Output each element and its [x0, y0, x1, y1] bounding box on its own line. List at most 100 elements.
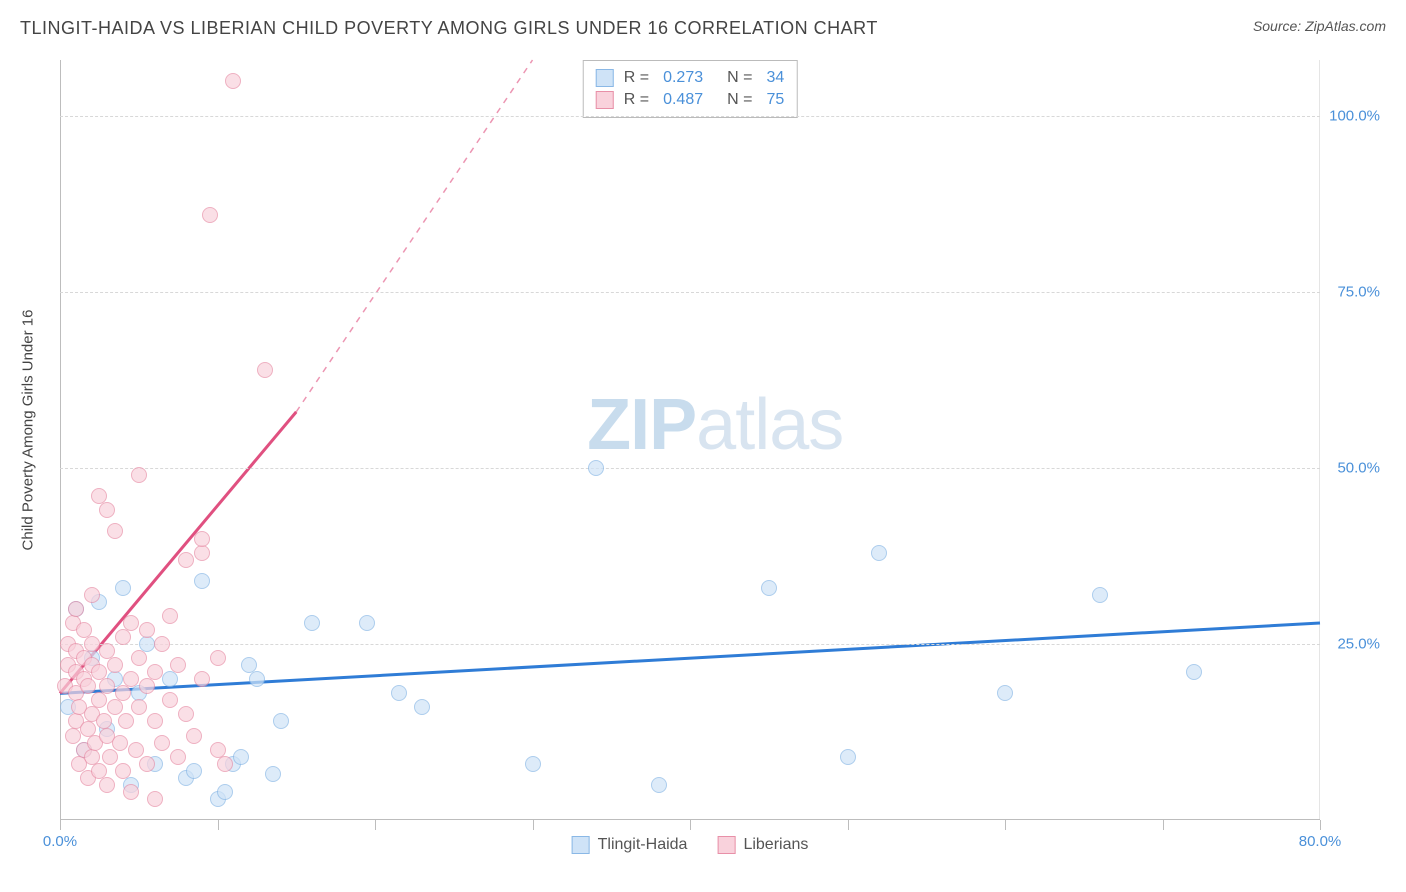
scatter-point	[217, 756, 233, 772]
scatter-point	[840, 749, 856, 765]
legend-row-tlingit: R = 0.273 N = 34	[596, 67, 785, 89]
r-value-liberian: 0.487	[663, 91, 703, 109]
gridline-h	[60, 468, 1320, 469]
r-value-tlingit: 0.273	[663, 69, 703, 87]
scatter-point	[131, 699, 147, 715]
scatter-point	[162, 692, 178, 708]
scatter-point	[84, 587, 100, 603]
scatter-point	[1186, 664, 1202, 680]
legend-row-liberian: R = 0.487 N = 75	[596, 89, 785, 111]
scatter-point	[115, 763, 131, 779]
scatter-point	[107, 523, 123, 539]
scatter-point	[115, 629, 131, 645]
scatter-point	[154, 735, 170, 751]
scatter-point	[99, 777, 115, 793]
scatter-point	[273, 713, 289, 729]
scatter-point	[359, 615, 375, 631]
swatch-liberian	[596, 91, 614, 109]
gridline-h	[60, 116, 1320, 117]
y-axis-right-line	[1319, 60, 1320, 820]
chart-container: TLINGIT-HAIDA VS LIBERIAN CHILD POVERTY …	[0, 0, 1406, 892]
swatch-tlingit-icon	[572, 836, 590, 854]
x-tick	[375, 820, 376, 830]
n-label: N =	[727, 69, 752, 87]
scatter-point	[1092, 587, 1108, 603]
scatter-point	[178, 552, 194, 568]
x-tick	[1320, 820, 1321, 830]
legend-series: Tlingit-Haida Liberians	[572, 836, 809, 854]
scatter-point	[391, 685, 407, 701]
scatter-point	[107, 657, 123, 673]
scatter-point	[588, 460, 604, 476]
legend-label-tlingit: Tlingit-Haida	[598, 836, 688, 854]
y-tick-label: 25.0%	[1337, 636, 1380, 653]
scatter-point	[304, 615, 320, 631]
scatter-point	[91, 692, 107, 708]
scatter-point	[68, 601, 84, 617]
gridline-h	[60, 292, 1320, 293]
scatter-point	[147, 791, 163, 807]
scatter-point	[115, 685, 131, 701]
n-value-tlingit: 34	[766, 69, 784, 87]
scatter-point	[162, 608, 178, 624]
x-tick-label: 80.0%	[1299, 833, 1342, 850]
scatter-point	[202, 207, 218, 223]
scatter-point	[186, 728, 202, 744]
watermark-rest: atlas	[696, 385, 843, 465]
scatter-point	[194, 671, 210, 687]
scatter-point	[139, 756, 155, 772]
legend-label-liberian: Liberians	[743, 836, 808, 854]
scatter-point	[65, 728, 81, 744]
scatter-point	[139, 622, 155, 638]
scatter-point	[249, 671, 265, 687]
trend-lines	[60, 60, 1320, 820]
scatter-point	[115, 580, 131, 596]
y-tick-label: 100.0%	[1329, 108, 1380, 125]
scatter-point	[123, 615, 139, 631]
gridline-h	[60, 644, 1320, 645]
x-tick	[1005, 820, 1006, 830]
scatter-point	[123, 671, 139, 687]
scatter-point	[128, 742, 144, 758]
scatter-point	[99, 502, 115, 518]
scatter-point	[761, 580, 777, 596]
scatter-point	[178, 706, 194, 722]
scatter-point	[147, 713, 163, 729]
scatter-point	[997, 685, 1013, 701]
scatter-point	[162, 671, 178, 687]
y-axis-label: Child Poverty Among Girls Under 16	[20, 310, 37, 551]
y-tick-label: 75.0%	[1337, 284, 1380, 301]
plot-area: ZIPatlas R = 0.273 N = 34 R = 0.487 N = …	[60, 60, 1320, 820]
legend-item-liberian: Liberians	[717, 836, 808, 854]
scatter-point	[194, 545, 210, 561]
r-label: R =	[624, 69, 649, 87]
scatter-point	[170, 657, 186, 673]
scatter-point	[257, 362, 273, 378]
scatter-point	[651, 777, 667, 793]
title-bar: TLINGIT-HAIDA VS LIBERIAN CHILD POVERTY …	[20, 18, 1386, 48]
scatter-point	[99, 678, 115, 694]
scatter-point	[186, 763, 202, 779]
chart-title: TLINGIT-HAIDA VS LIBERIAN CHILD POVERTY …	[20, 18, 1386, 39]
watermark: ZIPatlas	[587, 384, 843, 466]
y-tick-label: 50.0%	[1337, 460, 1380, 477]
scatter-point	[233, 749, 249, 765]
scatter-point	[194, 531, 210, 547]
n-label: N =	[727, 91, 752, 109]
scatter-point	[107, 699, 123, 715]
watermark-bold: ZIP	[587, 385, 696, 465]
x-tick	[60, 820, 61, 830]
x-tick	[1163, 820, 1164, 830]
n-value-liberian: 75	[766, 91, 784, 109]
scatter-point	[80, 678, 96, 694]
scatter-point	[225, 73, 241, 89]
scatter-point	[265, 766, 281, 782]
x-tick	[218, 820, 219, 830]
x-tick	[690, 820, 691, 830]
x-tick	[533, 820, 534, 830]
scatter-point	[170, 749, 186, 765]
scatter-point	[871, 545, 887, 561]
scatter-point	[147, 664, 163, 680]
source-label: Source: ZipAtlas.com	[1253, 18, 1386, 34]
scatter-point	[131, 650, 147, 666]
